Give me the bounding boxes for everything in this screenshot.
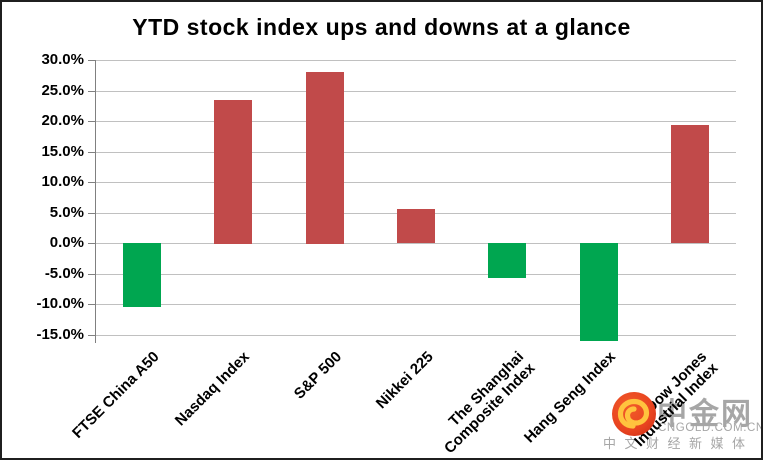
gridline-10 (96, 182, 736, 183)
y-tick-25 (88, 91, 95, 92)
y-axis-label-30: 30.0% (41, 51, 84, 68)
x-axis-label-the-shanghai-composite-index: The Shanghai Composite Index (441, 348, 539, 458)
y-tick--10 (88, 304, 95, 305)
bar-nasdaq-index (214, 100, 252, 244)
y-axis-label-0: 0.0% (49, 234, 84, 251)
y-axis-label--15: -15.0% (36, 326, 84, 343)
bar-s-p-500 (306, 72, 344, 244)
y-tick-0 (88, 243, 95, 244)
x-axis-label-nasdaq-index: Nasdaq Index (172, 348, 254, 430)
x-axis-label-hang-seng-index: Hang Seng Index (521, 348, 620, 447)
x-axis-label-ftse-china-a50: FTSE China A50 (68, 348, 163, 442)
x-axis-label-nikkei-225: Nikkei 225 (372, 348, 437, 413)
y-axis-label-5: 5.0% (49, 204, 84, 221)
bar-hang-seng-index (580, 243, 618, 341)
y-tick--5 (88, 274, 95, 275)
gridline-20 (96, 121, 736, 122)
y-tick-20 (88, 121, 95, 122)
watermark-tagline: 中文财经新媒体 (603, 436, 754, 451)
gridline--15 (96, 335, 736, 336)
y-axis-label--5: -5.0% (44, 265, 84, 282)
y-tick--15 (88, 335, 95, 336)
gridline--10 (96, 304, 736, 305)
y-axis-label--10: -10.0% (36, 295, 84, 312)
bar-nikkei-225 (397, 209, 435, 243)
y-tick-10 (88, 182, 95, 183)
y-axis-label-15: 15.0% (41, 143, 84, 160)
chart-title: YTD stock index ups and downs at a glanc… (132, 14, 631, 40)
y-axis-label-20: 20.0% (41, 112, 84, 129)
watermark-brand: 中金网 (657, 398, 753, 431)
x-axis-label-s-p-500: S&P 500 (291, 348, 346, 403)
y-axis-label-25: 25.0% (41, 82, 84, 99)
bar-dow-jones-industrial-index (671, 125, 709, 243)
gridline-25 (96, 91, 736, 92)
gridline-30 (96, 60, 736, 61)
y-tick-30 (88, 60, 95, 61)
bar-the-shanghai-composite-index (488, 243, 526, 278)
bar-ftse-china-a50 (123, 243, 161, 307)
gridline--5 (96, 274, 736, 275)
y-tick-5 (88, 213, 95, 214)
cngold-swirl-logo-icon (612, 392, 656, 436)
plot-area (88, 60, 736, 343)
watermark-domain: CNGOLD.COM.CN (658, 422, 763, 434)
y-tick-15 (88, 152, 95, 153)
y-axis-label-10: 10.0% (41, 173, 84, 190)
gridline-0 (96, 243, 736, 244)
gridline-15 (96, 152, 736, 153)
